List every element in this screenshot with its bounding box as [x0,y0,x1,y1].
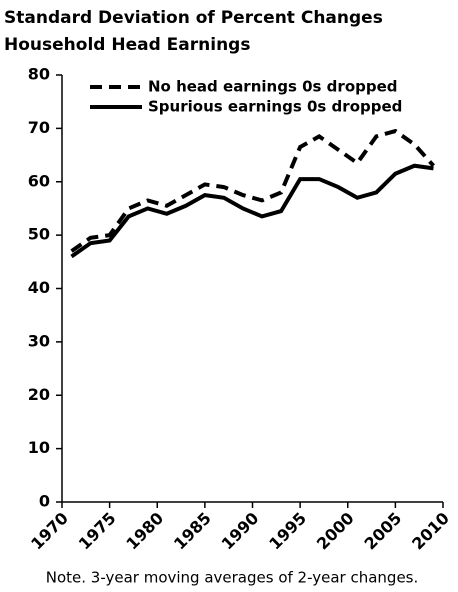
x-tick-label: 1970 [27,509,72,554]
y-tick-label: 20 [28,385,50,404]
x-tick-label: 1980 [122,509,167,554]
chart-title: Standard Deviation of Percent Changes [4,8,383,28]
line-series [70,128,435,253]
chart-subtitle: Household Head Earnings [4,35,250,55]
line-series [70,163,434,259]
y-tick-label: 0 [39,492,50,511]
x-tick-label: 2010 [408,509,453,554]
y-tick-label: 40 [28,278,50,297]
y-tick-label: 80 [28,65,50,84]
y-tick-label: 50 [28,225,50,244]
y-tick-label: 30 [28,331,50,350]
x-tick-label: 1995 [265,509,310,554]
x-tick-label: 1975 [75,509,120,554]
x-tick-label: 1990 [218,509,263,554]
note: Note. 3-year moving averages of 2-year c… [46,569,419,587]
x-tick-label: 1985 [170,509,215,554]
legend-label: Spurious earnings 0s dropped [148,98,402,116]
y-tick-label: 60 [28,171,50,190]
x-tick-label: 2005 [360,509,405,554]
y-tick-label: 10 [28,438,50,457]
legend-label: No head earnings 0s dropped [148,78,398,96]
y-tick-label: 70 [28,118,50,137]
x-tick-label: 2000 [313,509,358,554]
